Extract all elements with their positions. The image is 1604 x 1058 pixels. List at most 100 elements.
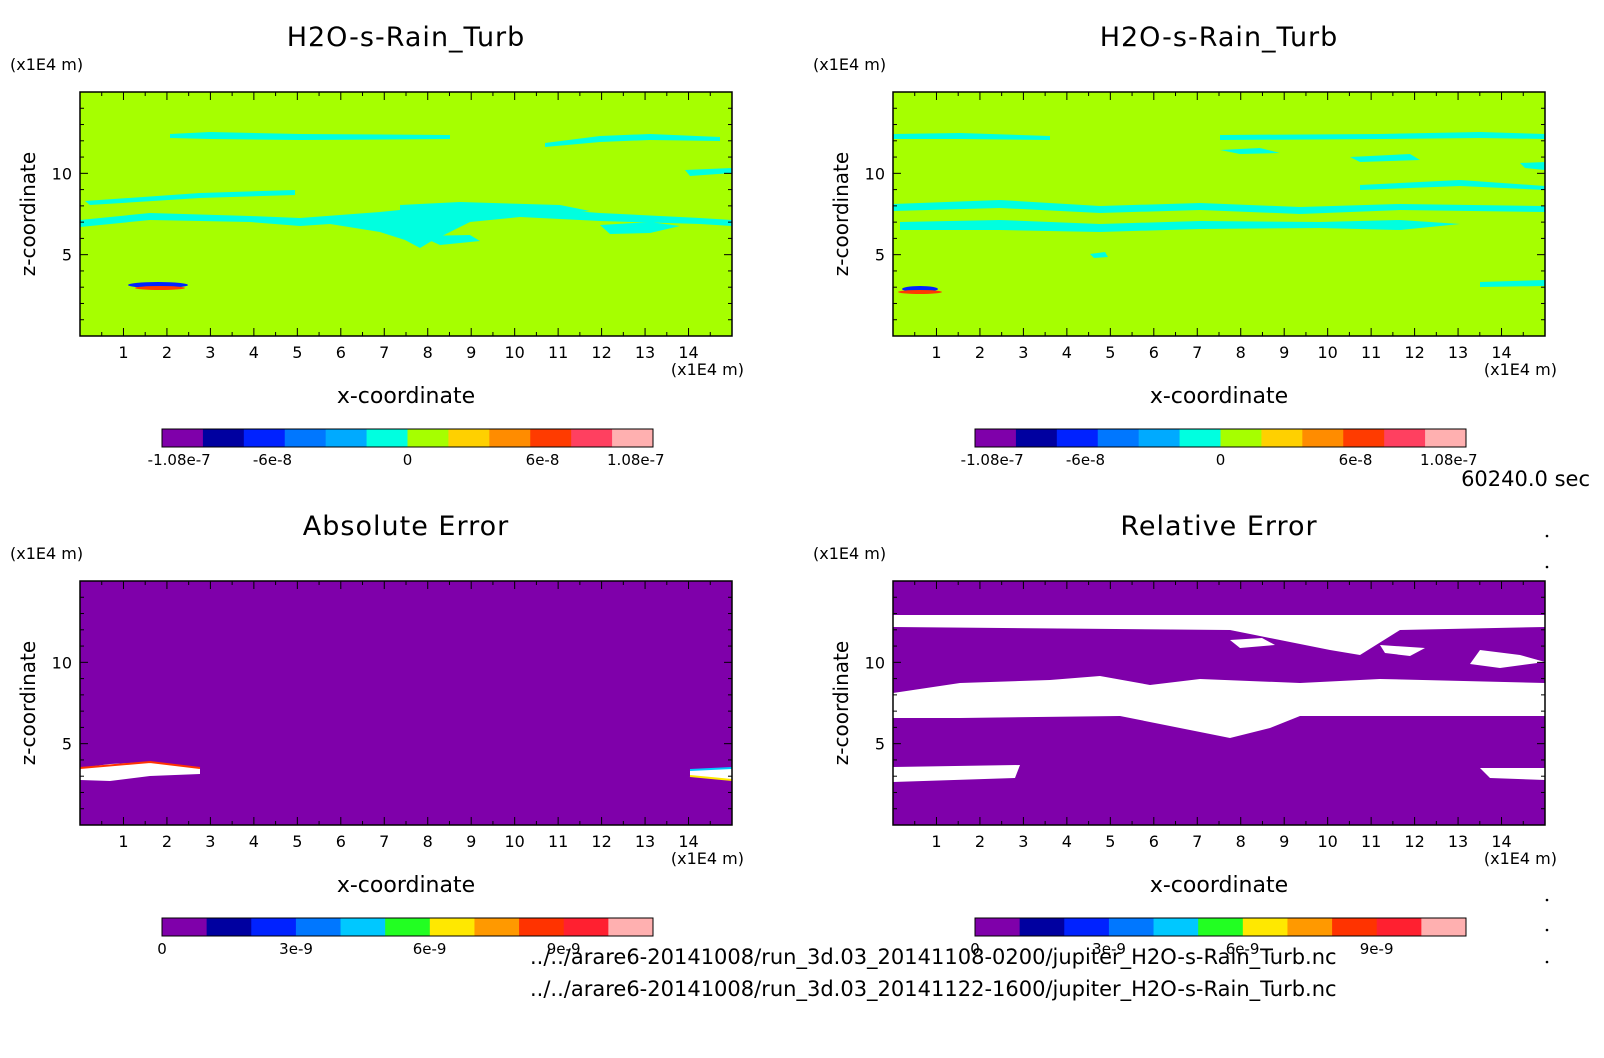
colorbar-label: 6e-9 <box>1226 940 1260 958</box>
colorbar-label: 0 <box>970 940 980 958</box>
colorbar-label: -6e-8 <box>1066 451 1105 469</box>
colorbar-label: 9e-9 <box>547 940 581 958</box>
contour-region <box>545 134 720 147</box>
x-tick-label: 1 <box>931 832 941 851</box>
x-tick-label: 12 <box>591 343 611 362</box>
x-tick-label: 13 <box>635 343 655 362</box>
colorbar-swatch <box>608 918 654 936</box>
contour-region <box>685 168 732 176</box>
x-tick-label: 2 <box>975 832 985 851</box>
elapsed-time: 60240.0 sec <box>1461 467 1590 491</box>
x-tick-label: 12 <box>1404 832 1424 851</box>
colorbar-swatch <box>162 429 204 447</box>
contour-region <box>80 762 200 781</box>
colorbar-swatch <box>1287 918 1333 936</box>
x-tick-label: 11 <box>548 343 568 362</box>
y-unit-label: (x1E4 m) <box>10 544 83 563</box>
colorbar-swatch <box>1220 429 1262 447</box>
x-tick-label: 13 <box>635 832 655 851</box>
chart-title: Relative Error <box>1120 511 1317 542</box>
contour-region <box>400 202 590 214</box>
colorbar-label: 3e-9 <box>279 940 313 958</box>
colorbar-label: -1.08e-7 <box>961 451 1024 469</box>
margin-dot <box>1545 928 1549 932</box>
contour-edge <box>689 775 733 781</box>
colorbar-swatch <box>1198 918 1244 936</box>
x-tick-label: 11 <box>1361 832 1381 851</box>
colorbar-label: 9e-9 <box>1360 940 1394 958</box>
colorbar-swatch <box>295 918 342 936</box>
contour-region <box>893 765 1020 782</box>
colorbar-label: 1.08e-7 <box>607 451 665 469</box>
colorbar-swatch <box>1097 429 1140 447</box>
colorbar-swatch <box>519 918 565 936</box>
colorbar-swatch <box>571 429 613 447</box>
contour-region <box>893 615 1545 655</box>
colorbar-swatch <box>1064 918 1110 936</box>
x-tick-label: 6 <box>1149 343 1159 362</box>
x-tick-label: 6 <box>336 343 346 362</box>
colorbar-swatch <box>251 918 297 936</box>
contour-region <box>893 676 1545 738</box>
source-file-path-2: ../../arare6-20141008/run_3d.03_20141122… <box>530 977 1337 1001</box>
colorbar-swatch <box>1261 429 1303 447</box>
y-axis-label: z-coordinate <box>16 152 40 276</box>
x-tick-label: 8 <box>1236 343 1246 362</box>
y-tick-label: 5 <box>875 735 885 754</box>
colorbar-label: 3e-9 <box>1092 940 1126 958</box>
x-tick-label: 9 <box>1279 832 1289 851</box>
x-tick-label: 4 <box>1062 343 1072 362</box>
y-axis-label: z-coordinate <box>16 641 40 765</box>
x-tick-label: 5 <box>1105 832 1115 851</box>
x-unit-label: (x1E4 m) <box>671 849 744 868</box>
contour-region <box>900 220 1460 232</box>
contour-region <box>170 132 450 140</box>
x-axis-label: x-coordinate <box>1150 873 1288 898</box>
panel-4: Relative Error(x1E4 m)(x1E4 m)1 2 3 4 5 6 7 8 9 1… <box>813 511 1557 958</box>
x-tick-label: 5 <box>292 832 302 851</box>
colorbar-label: 6e-8 <box>526 451 560 469</box>
x-tick-label: 9 <box>466 832 476 851</box>
colorbar-swatch <box>612 429 654 447</box>
x-tick-label: 1 <box>118 343 128 362</box>
x-tick-label: 7 <box>379 343 389 362</box>
contour-region <box>1470 650 1545 668</box>
x-tick-label: 6 <box>1149 832 1159 851</box>
y-tick-label: 10 <box>865 653 885 672</box>
contour-region <box>1090 252 1108 258</box>
panel-3: Absolute Error(x1E4 m)(x1E4 m)1 2 3 4 5 6 7 8 9 1… <box>10 511 744 958</box>
x-tick-label: 3 <box>1018 832 1028 851</box>
x-tick-label: 12 <box>1404 343 1424 362</box>
contour-region <box>80 205 732 248</box>
x-tick-label: 7 <box>379 832 389 851</box>
colorbar-swatch <box>1376 918 1422 936</box>
contour-region <box>893 133 1050 140</box>
x-tick-label: 14 <box>678 832 698 851</box>
contour-region <box>1220 132 1545 140</box>
colorbar-swatch <box>385 918 431 936</box>
y-axis-label: z-coordinate <box>829 641 853 765</box>
colorbar-swatch <box>448 429 490 447</box>
colorbar-swatch <box>429 918 475 936</box>
margin-dot <box>1545 898 1549 902</box>
contour-region <box>600 222 680 234</box>
colorbar-swatch <box>1015 429 1058 447</box>
chart-title: H2O-s-Rain_Turb <box>1100 22 1339 53</box>
contour-region <box>1520 162 1545 170</box>
colorbar-label: -1.08e-7 <box>148 451 211 469</box>
x-tick-label: 2 <box>162 832 172 851</box>
x-axis-label: x-coordinate <box>337 873 475 898</box>
colorbar-swatch <box>1138 429 1181 447</box>
x-tick-label: 14 <box>678 343 698 362</box>
contour-region <box>1480 768 1545 780</box>
x-tick-label: 9 <box>466 343 476 362</box>
colorbar-swatch <box>563 918 609 936</box>
contour-region <box>85 190 295 205</box>
chart-title: Absolute Error <box>303 511 509 542</box>
y-unit-label: (x1E4 m) <box>10 55 83 74</box>
x-tick-label: 14 <box>1491 832 1511 851</box>
y-unit-label: (x1E4 m) <box>813 544 886 563</box>
colorbar-swatch <box>1384 429 1426 447</box>
x-tick-label: 9 <box>1279 343 1289 362</box>
